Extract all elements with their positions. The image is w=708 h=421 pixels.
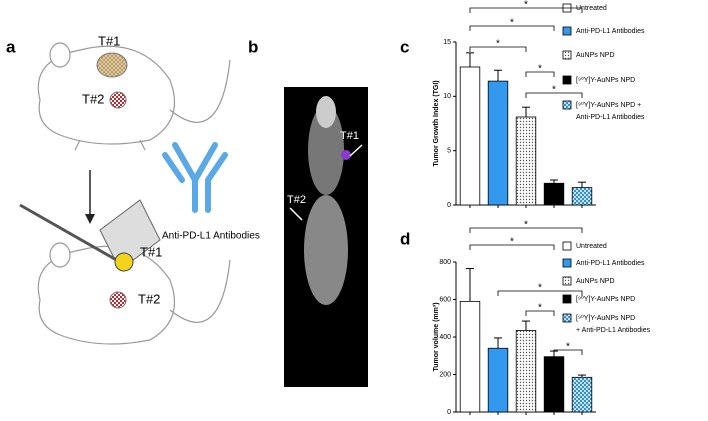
mouse-bottom [37, 242, 231, 345]
significance-label: * [538, 64, 542, 75]
bar [459, 300, 481, 413]
tumor-label: T#2 [138, 291, 160, 306]
legend-swatch [562, 26, 572, 36]
legend-swatch [562, 50, 572, 60]
legend-label: + Anti-PD-L1 Antibodies [576, 327, 651, 334]
antibody-icon [162, 142, 228, 213]
legend-swatch [562, 294, 572, 304]
significance-bracket [553, 349, 583, 355]
scan-body [308, 105, 344, 195]
tumor [96, 52, 128, 78]
y-tick-label: 600 [439, 296, 451, 303]
significance-bracket [469, 227, 583, 233]
bar [515, 116, 537, 206]
tumor [109, 291, 127, 309]
legend-swatch [562, 75, 572, 85]
y-tick-label: 5 [447, 148, 451, 155]
legend-label: Anti-PD-L1 Antibodies [576, 260, 645, 267]
legend-label: AuNPs NPD [576, 278, 615, 285]
legend-swatch [562, 276, 572, 286]
significance-label: * [538, 283, 542, 294]
significance-label: * [524, 220, 528, 231]
scan-skull [316, 96, 336, 128]
bar [571, 187, 593, 206]
legend-label: [⁹⁰Y]Y-AuNPs NPD [576, 314, 635, 322]
tumor-label: T#2 [82, 91, 104, 106]
legend-label: [⁹⁰Y]Y-AuNPs NPD [576, 76, 635, 84]
significance-bracket [469, 7, 583, 13]
scan-label: T#1 [340, 130, 359, 142]
y-tick-label: 200 [439, 371, 451, 378]
panel-label: a [6, 37, 16, 56]
significance-label: * [524, 0, 528, 11]
tumor [109, 91, 127, 109]
y-axis-label: Tumor Growth Index (TGI) [433, 80, 440, 166]
significance-label: * [552, 85, 556, 96]
y-tick-label: 0 [447, 409, 451, 416]
bar [543, 356, 565, 413]
significance-bracket [525, 92, 583, 98]
significance-bracket [497, 290, 583, 296]
legend-label: Untreated [576, 243, 607, 250]
legend-label: AuNPs NPD [576, 52, 615, 59]
legend-swatch [562, 313, 572, 323]
bar [459, 66, 481, 206]
bar [543, 182, 565, 206]
significance-bracket [469, 244, 555, 250]
legend-swatch [562, 258, 572, 268]
significance-label: * [496, 39, 500, 50]
legend-label: Anti-PD-L1 Antibodies [576, 28, 645, 35]
significance-bracket [469, 46, 527, 52]
scan-arrow [289, 144, 363, 221]
legend-swatch [562, 100, 572, 110]
legend-label: [⁹⁰Y]Y-AuNPs NPD [576, 295, 635, 303]
y-axis-label: Tumor volume (mm³) [433, 302, 440, 371]
legend-label: Untreated [576, 5, 607, 12]
legend-label: [⁹⁰Y]Y-AuNPs NPD + [576, 101, 641, 109]
y-tick-label: 10 [443, 93, 451, 100]
arrow-head [85, 214, 95, 224]
significance-label: * [510, 237, 514, 248]
bar [487, 347, 509, 413]
scan-label: T#2 [287, 194, 306, 206]
significance-label: * [566, 342, 570, 353]
bar [571, 376, 593, 413]
scan-hotspot [341, 150, 351, 160]
significance-bracket [525, 310, 555, 316]
antibody-label: Anti-PD-L1 Antibodies [162, 231, 260, 242]
y-tick-label: 15 [443, 39, 451, 46]
significance-bracket [525, 71, 555, 77]
panel-label: b [248, 37, 258, 56]
bar [515, 330, 537, 413]
legend-swatch [562, 241, 572, 251]
significance-label: * [538, 303, 542, 314]
tumor [114, 252, 134, 272]
panel-label: c [400, 37, 409, 56]
panel-label: d [400, 229, 410, 248]
y-tick-label: 0 [447, 202, 451, 209]
significance-label: * [510, 18, 514, 29]
significance-bracket [469, 25, 555, 31]
y-tick-label: 400 [439, 334, 451, 341]
scan-body [304, 195, 348, 305]
tumor-label: T#1 [140, 244, 162, 259]
legend-label: Anti-PD-L1 Antibodies [576, 114, 645, 121]
mouse-top [37, 42, 231, 151]
bar [487, 80, 509, 206]
y-tick-label: 800 [439, 259, 451, 266]
tumor-label: T#1 [98, 33, 120, 48]
injector [19, 203, 121, 264]
